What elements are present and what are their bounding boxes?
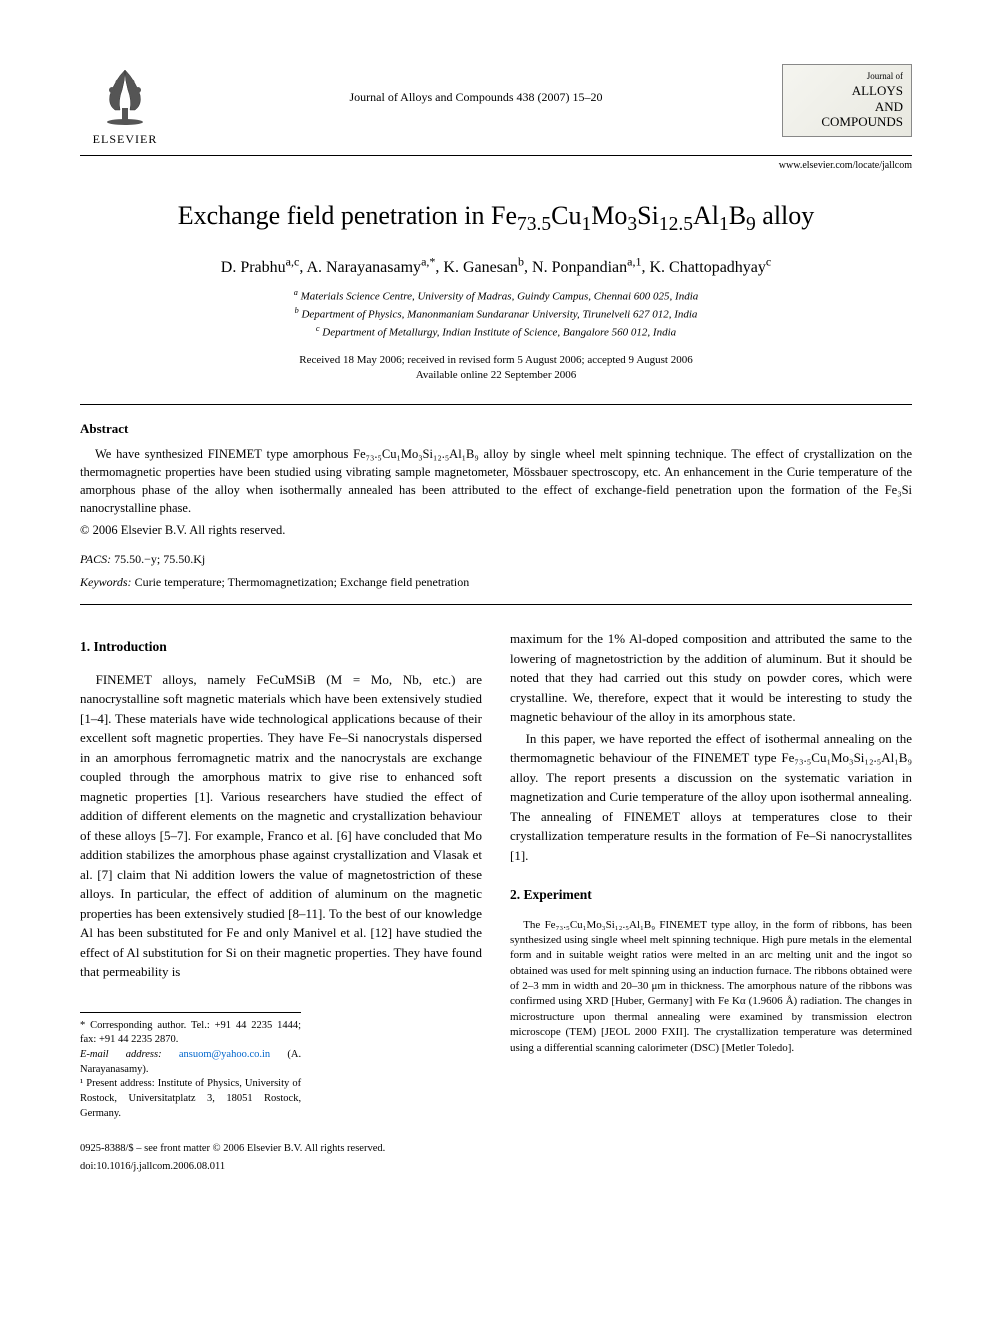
corresponding-author: * Corresponding author. Tel.: +91 44 223…	[80, 1019, 301, 1048]
title-el-7: Al	[693, 201, 719, 230]
affiliation-b: b Department of Physics, Manonmaniam Sun…	[80, 305, 912, 323]
present-address: ¹ Present address: Institute of Physics,…	[80, 1077, 301, 1121]
aff-sup-b: b	[295, 306, 299, 315]
title-pre: Exchange field penetration in Fe	[178, 201, 517, 230]
header-row: ELSEVIER Journal of Alloys and Compounds…	[80, 60, 912, 147]
affiliation-a: a Materials Science Centre, University o…	[80, 287, 912, 305]
title-sub-10: 9	[746, 214, 756, 235]
body-columns: 1. Introduction FINEMET alloys, namely F…	[80, 629, 912, 1175]
keywords-value: Curie temperature; Thermomagnetization; …	[135, 575, 470, 589]
right-column: maximum for the 1% Al-doped composition …	[510, 629, 912, 1175]
author-sup-4: c	[766, 254, 771, 268]
title-el-1: Cu	[551, 201, 581, 230]
pacs-label: PACS:	[80, 552, 111, 566]
experiment-heading: 2. Experiment	[510, 885, 912, 905]
title-sub-8: 1	[719, 214, 729, 235]
journal-reference: Journal of Alloys and Compounds 438 (200…	[170, 90, 782, 105]
author-sup-1: a,*	[421, 254, 435, 268]
header-rule	[80, 155, 912, 156]
author-sup-0: a,c	[286, 254, 300, 268]
title-sub-4: 3	[627, 214, 637, 235]
author-2: K. Ganesanb	[443, 259, 524, 276]
aff-text-a: Materials Science Centre, University of …	[301, 290, 699, 302]
author-name-4: K. Chattopadhyay	[649, 259, 765, 276]
abstract-text: We have synthesized FINEMET type amorpho…	[80, 445, 912, 518]
logo-title-2: AND COMPOUNDS	[821, 99, 903, 130]
authors-line: D. Prabhua,c, A. Narayanasamya,*, K. Gan…	[80, 254, 912, 276]
rule-below-keywords	[80, 604, 912, 605]
article-title: Exchange field penetration in Fe73.5Cu1M…	[80, 201, 912, 236]
intro-para-1: FINEMET alloys, namely FeCuMSiB (M = Mo,…	[80, 670, 482, 982]
title-post: alloy	[756, 201, 815, 230]
author-sup-3: a,1	[627, 254, 641, 268]
dates-online: Available online 22 September 2006	[80, 368, 912, 383]
aff-sup-c: c	[316, 324, 320, 333]
aff-text-b: Department of Physics, Manonmaniam Sunda…	[301, 308, 697, 320]
email-line: E-mail address: ansuom@yahoo.co.in (A. N…	[80, 1048, 301, 1077]
intro-heading: 1. Introduction	[80, 637, 482, 657]
journal-logo-box: Journal of ALLOYS AND COMPOUNDS	[782, 64, 912, 137]
author-4: K. Chattopadhyayc	[649, 259, 771, 276]
publisher-logo: ELSEVIER	[80, 60, 170, 147]
author-3: N. Ponpandiana,1	[532, 259, 641, 276]
abstract-heading: Abstract	[80, 421, 912, 437]
footer-doi: doi:10.1016/j.jallcom.2006.08.011	[80, 1159, 482, 1175]
keywords-label: Keywords:	[80, 575, 132, 589]
experiment-para-1: The Fe₇₃.₅Cu₁Mo₃Si₁₂.₅Al₁B₉ FINEMET type…	[510, 918, 912, 1057]
author-name-3: N. Ponpandian	[532, 259, 627, 276]
site-url[interactable]: www.elsevier.com/locate/jallcom	[80, 160, 912, 171]
affiliation-c: c Department of Metallurgy, Indian Insti…	[80, 323, 912, 341]
journal-logo-block: Journal of ALLOYS AND COMPOUNDS	[782, 60, 912, 137]
dates-received: Received 18 May 2006; received in revise…	[80, 353, 912, 368]
journal-logo-title: ALLOYS AND COMPOUNDS	[791, 83, 903, 130]
page-container: ELSEVIER Journal of Alloys and Compounds…	[0, 0, 992, 1215]
article-dates: Received 18 May 2006; received in revise…	[80, 353, 912, 384]
elsevier-tree-icon	[90, 60, 160, 130]
pacs-value: 75.50.−y; 75.50.Kj	[114, 552, 205, 566]
author-name-1: A. Narayanasamy	[306, 259, 421, 276]
rule-above-abstract	[80, 404, 912, 405]
title-el-9: B	[729, 201, 746, 230]
title-sub-0: 73.5	[517, 214, 551, 235]
title-el-5: Si	[637, 201, 659, 230]
pacs-line: PACS: 75.50.−y; 75.50.Kj	[80, 552, 912, 567]
aff-sup-a: a	[294, 288, 298, 297]
author-name-2: K. Ganesan	[443, 259, 518, 276]
affiliations: a Materials Science Centre, University o…	[80, 287, 912, 341]
author-name-0: D. Prabhu	[221, 259, 286, 276]
footer-issn: 0925-8388/$ – see front matter © 2006 El…	[80, 1141, 482, 1157]
author-sup-2: b	[518, 254, 524, 268]
left-column: 1. Introduction FINEMET alloys, namely F…	[80, 629, 482, 1175]
abstract-copyright: © 2006 Elsevier B.V. All rights reserved…	[80, 523, 912, 538]
intro-para-2: maximum for the 1% Al-doped composition …	[510, 629, 912, 727]
email-label: E-mail address:	[80, 1049, 162, 1060]
keywords-line: Keywords: Curie temperature; Thermomagne…	[80, 575, 912, 590]
email-address[interactable]: ansuom@yahoo.co.in	[179, 1049, 270, 1060]
logo-title-1: ALLOYS	[852, 83, 903, 98]
aff-text-c: Department of Metallurgy, Indian Institu…	[322, 326, 676, 338]
title-sub-2: 1	[582, 214, 592, 235]
title-sub-6: 12.5	[659, 214, 693, 235]
footnotes-block: * Corresponding author. Tel.: +91 44 223…	[80, 1012, 301, 1122]
intro-para-3: In this paper, we have reported the effe…	[510, 729, 912, 866]
author-0: D. Prabhua,c	[221, 259, 300, 276]
publisher-name: ELSEVIER	[93, 132, 158, 147]
journal-logo-small: Journal of	[791, 71, 903, 81]
author-1: A. Narayanasamya,*	[306, 259, 435, 276]
title-el-3: Mo	[591, 201, 627, 230]
